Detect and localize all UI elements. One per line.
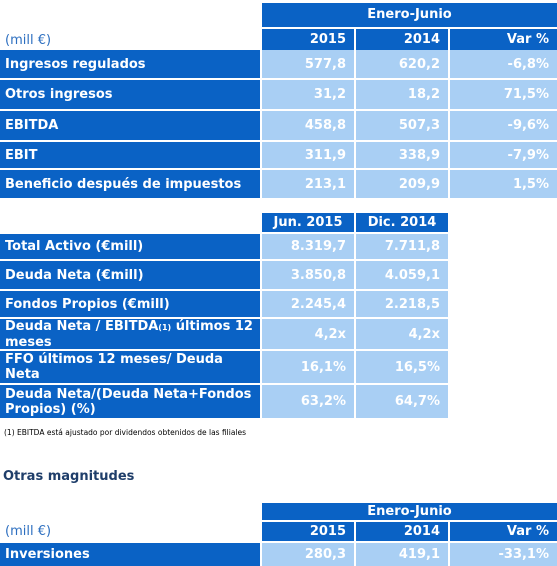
- cell-value: 2.245,4: [262, 291, 354, 317]
- unit-label: (mill €): [5, 33, 52, 48]
- row-label: EBITDA: [0, 111, 260, 140]
- column-header-var: Var %: [450, 522, 557, 541]
- cell-value: 311,9: [262, 142, 354, 168]
- row-label: Beneficio después de impuestos: [0, 170, 260, 198]
- cell-value: 3.850,8: [262, 261, 354, 289]
- cell-value: 209,9: [356, 170, 448, 198]
- column-header-jun-2015: Jun. 2015: [262, 213, 354, 232]
- row-label: EBIT: [0, 142, 260, 168]
- cell-value: 16,5%: [356, 351, 448, 383]
- row-label: Fondos Propios (€mill): [0, 291, 260, 317]
- cell-value: 4,2x: [262, 319, 354, 349]
- cell-value: 8.319,7: [262, 234, 354, 259]
- cell-value: 458,8: [262, 111, 354, 140]
- cell-value: 338,9: [356, 142, 448, 168]
- footnote-ref: (1): [158, 323, 172, 332]
- section-title: Otras magnitudes: [3, 469, 135, 484]
- cell-value: 2.218,5: [356, 291, 448, 317]
- row-label: FFO últimos 12 meses/ Deuda Neta: [0, 351, 260, 383]
- cell-value: -9,6%: [450, 111, 557, 140]
- cell-value: 280,3: [262, 543, 354, 566]
- cell-value: 4,2x: [356, 319, 448, 349]
- row-label: Deuda Neta (€mill): [0, 261, 260, 289]
- cell-value: 7.711,8: [356, 234, 448, 259]
- row-label: Inversiones: [0, 543, 260, 566]
- row-label: Deuda Neta/(Deuda Neta+Fondos Propios) (…: [0, 385, 260, 418]
- cell-value: 64,7%: [356, 385, 448, 418]
- cell-value: 18,2: [356, 80, 448, 109]
- column-header-dic-2014: Dic. 2014: [356, 213, 448, 232]
- period-header: Enero-Junio: [262, 3, 557, 27]
- column-header-var: Var %: [450, 29, 557, 50]
- row-label: Ingresos regulados: [0, 50, 260, 78]
- row-label-text: últimos 12 meses: [5, 319, 253, 350]
- cell-value: 419,1: [356, 543, 448, 566]
- row-label: Deuda Neta / EBITDA(1) últimos 12 meses: [0, 319, 260, 350]
- column-header-2014: 2014: [356, 522, 448, 541]
- cell-value: 620,2: [356, 50, 448, 78]
- cell-value: 71,5%: [450, 80, 557, 109]
- cell-value: 507,3: [356, 111, 448, 140]
- cell-value: -33,1%: [450, 543, 557, 566]
- column-header-2014: 2014: [356, 29, 448, 50]
- cell-value: 213,1: [262, 170, 354, 198]
- cell-value: -6,8%: [450, 50, 557, 78]
- row-label: Total Activo (€mill): [0, 234, 260, 259]
- cell-value: 16,1%: [262, 351, 354, 383]
- period-header: Enero-Junio: [262, 503, 557, 520]
- column-header-2015: 2015: [262, 29, 354, 50]
- footnote: (1) EBITDA está ajustado por dividendos …: [4, 428, 247, 437]
- cell-value: 31,2: [262, 80, 354, 109]
- column-header-2015: 2015: [262, 522, 354, 541]
- row-label: Otros ingresos: [0, 80, 260, 109]
- row-label-text: Deuda Neta / EBITDA: [5, 319, 159, 334]
- cell-value: 63,2%: [262, 385, 354, 418]
- cell-value: -7,9%: [450, 142, 557, 168]
- cell-value: 1,5%: [450, 170, 557, 198]
- cell-value: 4.059,1: [356, 261, 448, 289]
- unit-label: (mill €): [5, 524, 52, 539]
- cell-value: 577,8: [262, 50, 354, 78]
